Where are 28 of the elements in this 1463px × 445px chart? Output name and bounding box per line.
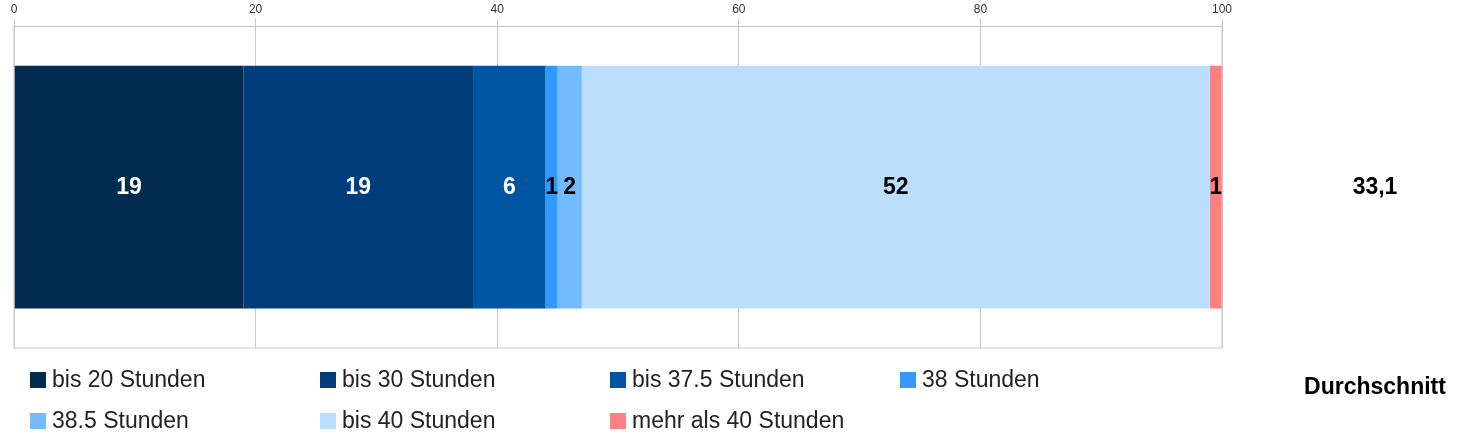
data-label: 1 xyxy=(1209,172,1223,199)
legend-label: 38 Stunden xyxy=(922,366,1040,393)
x-tick-label: 60 xyxy=(732,1,746,16)
x-tick-label: 80 xyxy=(973,1,988,16)
data-label: 6 xyxy=(502,172,516,199)
data-label: 19 xyxy=(116,172,142,199)
legend-label: bis 37.5 Stunden xyxy=(632,366,805,393)
data-label: 2 xyxy=(563,172,577,199)
legend-label: 38.5 Stunden xyxy=(52,407,189,434)
bar xyxy=(14,65,244,309)
data-label: 19 xyxy=(345,172,372,199)
text: 33,1 xyxy=(1352,172,1398,199)
legend-label: mehr als 40 Stunden xyxy=(632,407,845,434)
x-tick-label: 40 xyxy=(490,1,505,16)
text: Durchschnitt xyxy=(1304,373,1447,400)
legend-label: bis 20 Stunden xyxy=(52,366,206,393)
legend-label: bis 40 Stunden xyxy=(342,407,496,434)
bar xyxy=(545,65,558,309)
legend-label: bis 30 Stunden xyxy=(342,366,496,393)
x-tick-label: 100 xyxy=(1211,1,1233,16)
x-tick-label: 20 xyxy=(248,1,263,16)
data-label: 52 xyxy=(883,172,909,199)
bar xyxy=(557,65,582,309)
bar xyxy=(473,65,546,309)
data-label: 1 xyxy=(545,172,559,199)
x-tick-label: 0 xyxy=(10,1,18,16)
bar xyxy=(581,65,1210,309)
bar xyxy=(243,65,474,309)
